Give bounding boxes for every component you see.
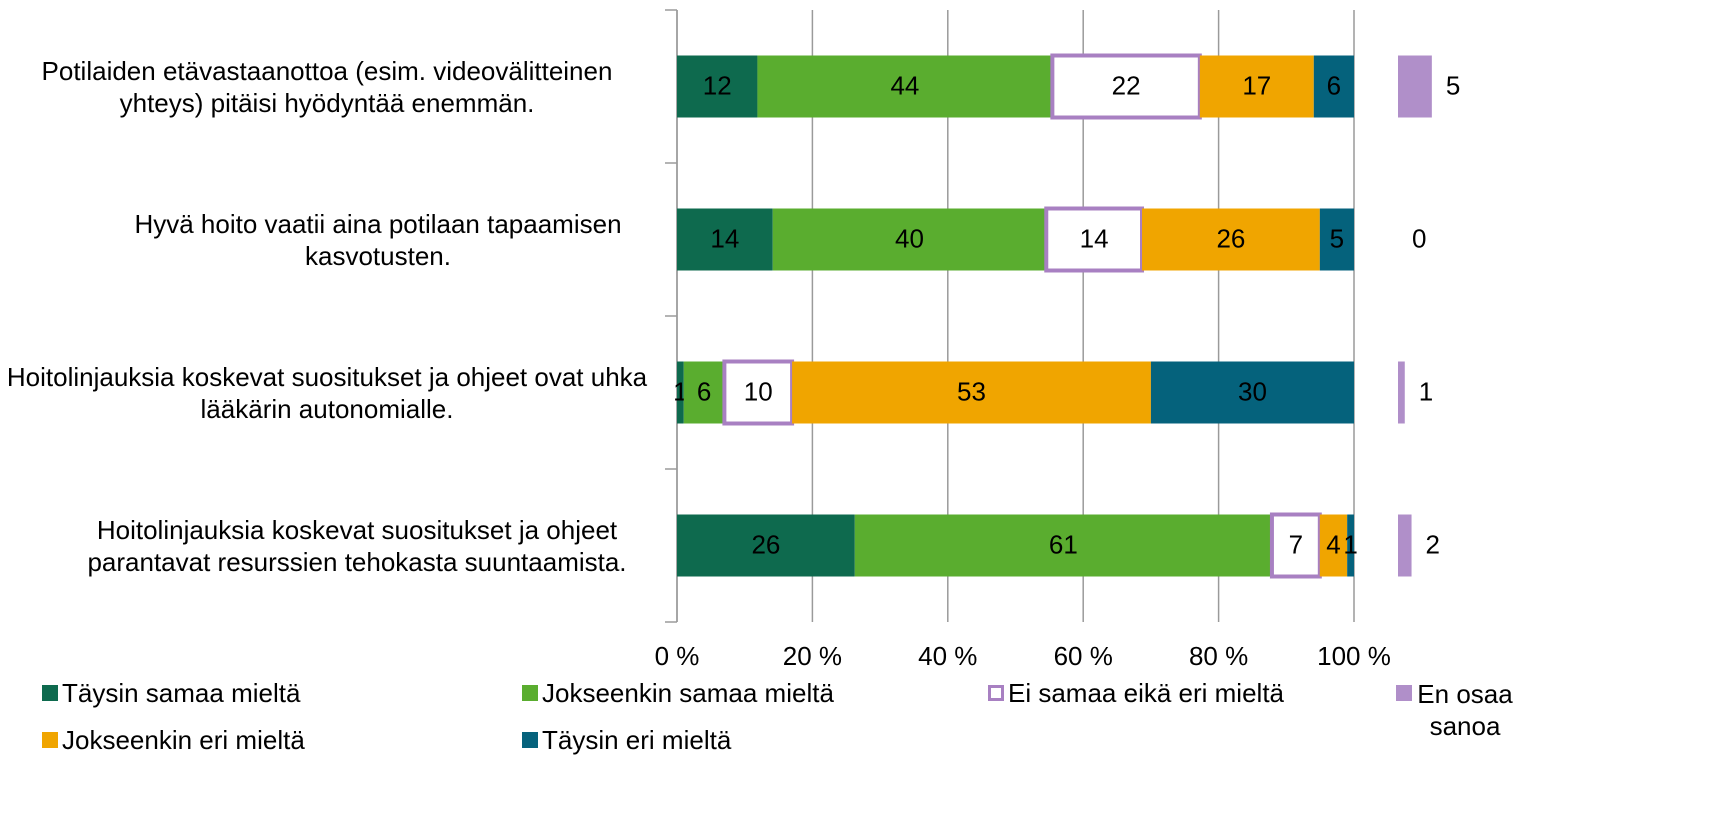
x-tick-label: 20 % xyxy=(783,641,842,671)
bar-segment xyxy=(1199,55,1314,118)
legend-swatch xyxy=(1396,685,1412,701)
data-label: 5 xyxy=(1330,223,1344,253)
x-tick-label: 100 % xyxy=(1317,641,1391,671)
legend-swatch xyxy=(42,732,58,748)
separate-bar xyxy=(1398,361,1405,424)
bar-segment xyxy=(1142,208,1320,271)
data-label: 2 xyxy=(1426,529,1440,559)
bar-segment xyxy=(1319,514,1348,577)
data-label: 26 xyxy=(1216,223,1245,253)
category-label: Hoitolinjauksia koskevat suositukset ja … xyxy=(6,361,648,424)
bar-segment xyxy=(1269,512,1322,579)
data-label: 1 xyxy=(1419,376,1433,406)
legend-label: En osaa sanoa xyxy=(1417,679,1513,741)
category-label: Potilaiden etävastaanottoa (esim. videov… xyxy=(41,55,613,118)
bar-segment xyxy=(1347,514,1354,577)
x-tick-label: 0 % xyxy=(655,641,700,671)
bar-segment xyxy=(854,514,1272,577)
data-label: 6 xyxy=(697,376,711,406)
data-label: 40 xyxy=(895,223,924,253)
data-label: 14 xyxy=(710,223,739,253)
legend-label: Täysin eri mieltä xyxy=(542,725,732,755)
bar-segment xyxy=(677,361,684,424)
bar-segment xyxy=(1313,55,1354,118)
bar-segment xyxy=(677,55,758,118)
legend-label: Jokseenkin samaa mieltä xyxy=(542,678,834,708)
bar-segment xyxy=(757,55,1053,118)
data-label: 14 xyxy=(1080,223,1109,253)
category-label: Hoitolinjauksia koskevat suositukset ja … xyxy=(87,514,627,577)
legend-swatch xyxy=(988,685,1004,701)
separate-bar xyxy=(1398,514,1412,577)
legend-label: Jokseenkin eri mieltä xyxy=(62,725,305,755)
category-label: Hyvä hoito vaatii aina potilaan tapaamis… xyxy=(134,208,622,271)
data-label: 10 xyxy=(744,376,773,406)
data-label: 30 xyxy=(1238,376,1267,406)
data-label: 61 xyxy=(1049,529,1078,559)
separate-bar xyxy=(1398,55,1432,118)
legend-swatch xyxy=(42,685,58,701)
bar-segment xyxy=(1150,361,1354,424)
data-label: 6 xyxy=(1327,70,1341,100)
bar-segment xyxy=(792,361,1151,424)
data-label: 17 xyxy=(1242,70,1271,100)
bar-segment xyxy=(772,208,1047,271)
data-label: 53 xyxy=(957,376,986,406)
legend-swatch xyxy=(522,685,538,701)
data-label: 4 xyxy=(1326,529,1340,559)
data-label: 26 xyxy=(751,529,780,559)
bar-segment xyxy=(677,208,773,271)
data-label: 1 xyxy=(1343,529,1357,559)
bar-segment xyxy=(1050,53,1202,120)
data-label: 0 xyxy=(1412,223,1426,253)
x-tick-label: 60 % xyxy=(1054,641,1113,671)
data-label: 12 xyxy=(703,70,732,100)
x-tick-label: 40 % xyxy=(918,641,977,671)
legend-swatch xyxy=(522,732,538,748)
bar-segment xyxy=(677,514,855,577)
bar-segment xyxy=(1044,206,1145,273)
data-label: 22 xyxy=(1112,70,1141,100)
data-label: 5 xyxy=(1446,70,1460,100)
x-tick-label: 80 % xyxy=(1189,641,1248,671)
data-label: 44 xyxy=(890,70,919,100)
data-label: 7 xyxy=(1289,529,1303,559)
bar-segment xyxy=(1319,208,1354,271)
legend-label: Täysin samaa mieltä xyxy=(62,678,301,708)
bar-segment xyxy=(683,361,725,424)
legend-label: Ei samaa eikä eri mieltä xyxy=(1008,678,1284,708)
